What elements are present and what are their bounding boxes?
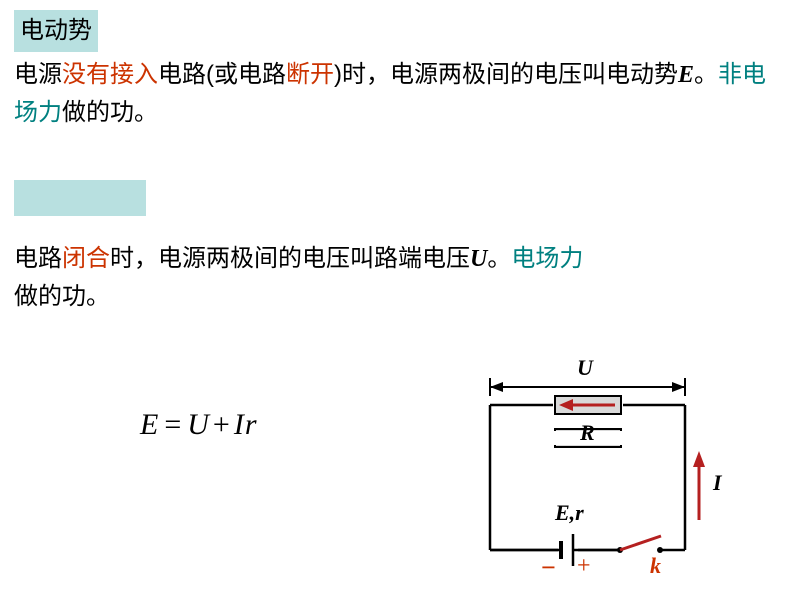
formula-E-U-Ir: E=U+Ir (140, 408, 257, 442)
s1-p4: )时，电源两极间的电压叫电动势 (334, 61, 678, 88)
s1-p0: 电源 (14, 61, 62, 88)
s2-p2: 时，电源两极间的电压叫路端电压 (110, 245, 470, 272)
label-Er: E,r (555, 500, 584, 526)
current-I-head (693, 451, 705, 467)
section1-paragraph: 电源没有接入电路(或电路断开)时，电源两极间的电压叫电动势E。非电场力做的功。 (14, 56, 774, 133)
s2-p0: 电路 (14, 245, 62, 272)
s1-p7: 做的功。 (62, 99, 158, 126)
formula-I: I (234, 408, 244, 441)
section1-title: 电动势 (20, 17, 92, 44)
section2-title-box (14, 180, 146, 216)
s1-varE: E (678, 62, 694, 88)
s2-p4: 电场力 (511, 245, 583, 272)
circuit-diagram: U R I E,r − + k (455, 345, 735, 570)
formula-r: r (244, 408, 257, 441)
formula-E: E (140, 408, 158, 441)
label-minus: − (541, 553, 556, 583)
dim-arrow-left (490, 382, 503, 392)
circuit-svg (455, 345, 735, 570)
formula-eq: = (158, 408, 187, 441)
s1-p1: 没有接入 (62, 61, 158, 88)
section2-paragraph: 电路闭合时，电源两极间的电压叫路端电压U。电场力 做的功。 (14, 240, 774, 317)
s1-p2: 电路(或电路 (158, 61, 286, 88)
s2-p5: 做的功。 (14, 283, 110, 310)
dim-arrow-right (672, 382, 685, 392)
label-k: k (650, 553, 661, 579)
switch-arm (620, 536, 661, 550)
label-U: U (577, 355, 593, 381)
label-R: R (580, 420, 595, 446)
s2-varU: U (470, 246, 487, 272)
s1-p5: 。 (694, 61, 718, 88)
s2-p1: 闭合 (62, 245, 110, 272)
section1-title-box: 电动势 (14, 10, 98, 52)
formula-plus: + (209, 408, 234, 441)
label-plus: + (577, 553, 591, 580)
label-I: I (713, 470, 722, 496)
s2-p3: 。 (487, 245, 511, 272)
s1-p3: 断开 (286, 61, 334, 88)
formula-U: U (187, 408, 209, 441)
